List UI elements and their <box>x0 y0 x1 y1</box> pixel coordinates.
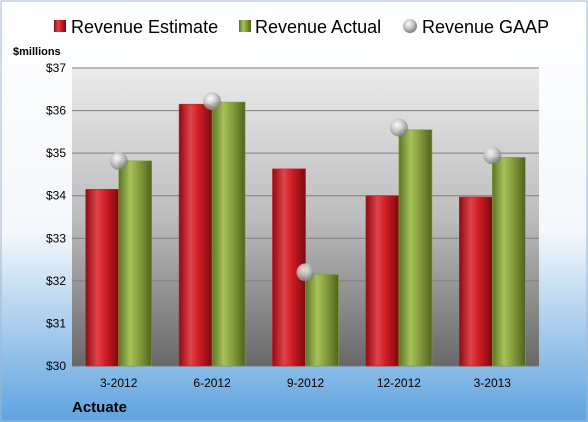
legend-swatch-estimate <box>54 20 66 32</box>
y-axis-ticks: $30 $31 $32 $33 $34 $35 $36 $37 <box>46 61 66 373</box>
x-tick-label: 9-2012 <box>287 376 325 390</box>
legend-label-gaap: Revenue GAAP <box>422 17 549 37</box>
bar-revenue-estimate <box>178 103 213 367</box>
bar-revenue-estimate <box>85 189 119 367</box>
marker-revenue-gaap <box>389 118 408 137</box>
y-tick-label: $32 <box>46 274 66 288</box>
gaap-markers <box>109 92 502 282</box>
marker-revenue-gaap <box>296 263 315 282</box>
legend-swatch-actual <box>239 20 251 32</box>
y-tick-label: $35 <box>46 146 66 160</box>
y-tick-label: $31 <box>46 316 66 330</box>
x-axis-ticks: 3-2012 6-2012 9-2012 12-2012 3-2013 <box>100 376 511 390</box>
company-name: Actuate <box>72 399 127 416</box>
y-tick-label: $34 <box>46 189 66 203</box>
bar-revenue-actual <box>211 101 246 367</box>
bar-revenue-actual <box>491 157 526 367</box>
x-tick-label: 3-2012 <box>100 376 138 390</box>
legend-marker-gaap <box>403 19 417 33</box>
x-tick-label: 3-2013 <box>474 376 512 390</box>
legend: Revenue Estimate Revenue Actual Revenue … <box>54 17 549 37</box>
x-tick-label: 6-2012 <box>193 376 231 390</box>
y-tick-label: $33 <box>46 231 66 245</box>
y-tick-label: $37 <box>46 61 66 75</box>
legend-label-estimate: Revenue Estimate <box>71 17 218 37</box>
bar-revenue-estimate <box>458 196 493 367</box>
bar-revenue-actual <box>118 160 152 367</box>
x-tick-label: 12-2012 <box>377 376 421 390</box>
bars <box>85 101 526 367</box>
bar-revenue-actual <box>305 274 339 367</box>
y-tick-label: $36 <box>46 104 66 118</box>
y-tick-label: $30 <box>46 359 66 373</box>
y-axis-unit-label: $millions <box>13 46 61 58</box>
marker-revenue-gaap <box>483 146 502 165</box>
bar-revenue-estimate <box>365 195 400 367</box>
bar-revenue-actual <box>398 129 433 367</box>
marker-revenue-gaap <box>203 92 222 111</box>
marker-revenue-gaap <box>109 151 128 170</box>
legend-label-actual: Revenue Actual <box>255 17 381 37</box>
